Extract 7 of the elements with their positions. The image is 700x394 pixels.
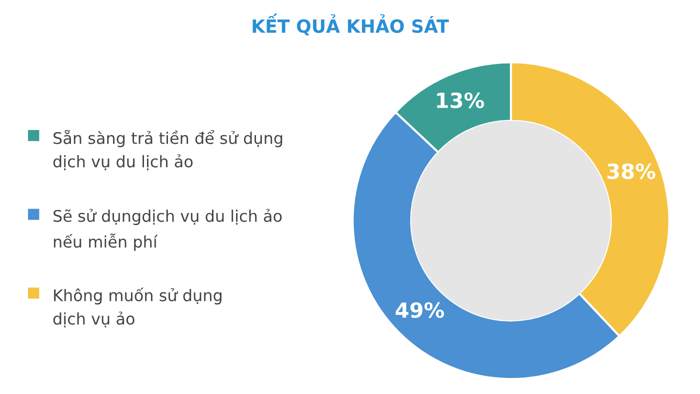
legend-label: Sẵn sàng trả tiền để sử dụng dịch vụ du lịch ảo [53,130,282,170]
legend-label: Không muốn sử dụng dịch vụ ảo [53,288,222,328]
legend-label: Sẽ sử dụngdịch vụ du lịch ảo nếu miễn phí [54,208,282,251]
data-label: 13% [437,92,484,108]
data-label: 49% [396,302,444,318]
chart-title: KẾT QUẢ KHẢO SÁT [252,14,449,36]
data-label: 38% [607,163,656,180]
